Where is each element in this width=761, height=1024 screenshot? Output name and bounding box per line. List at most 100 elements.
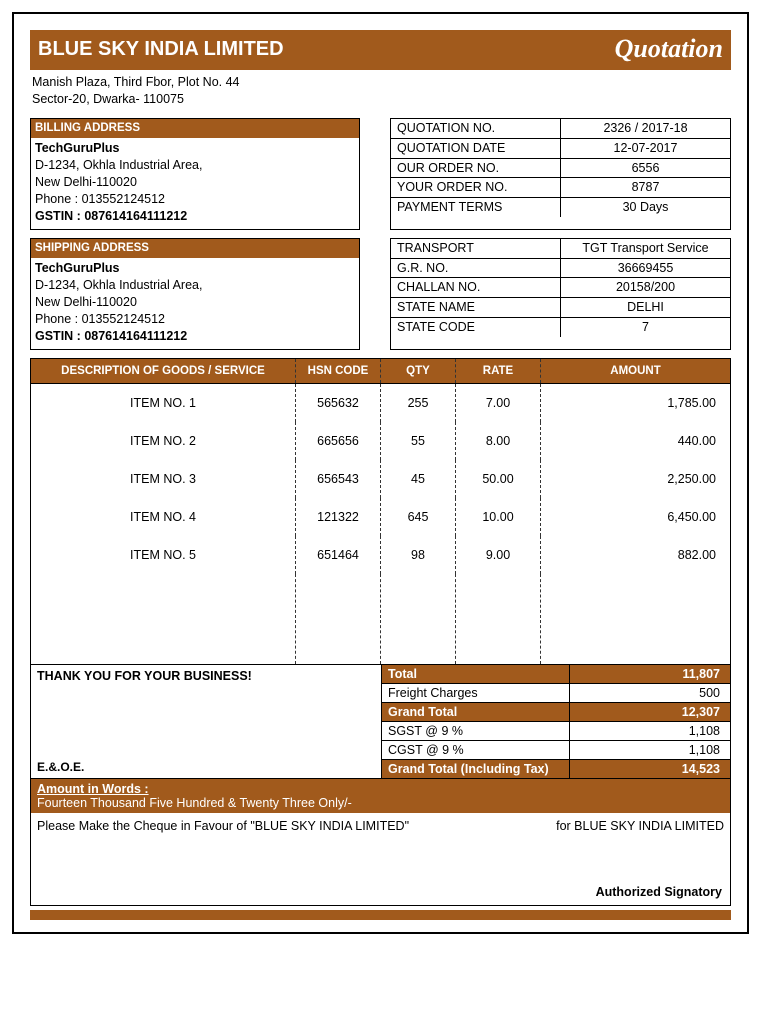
total-value: 12,307 [570,703,730,721]
col-qty-header: QTY [381,359,456,383]
items-filler [31,574,730,664]
total-label: SGST @ 9 % [382,722,570,740]
meta-row: QUOTATION DATE12-07-2017 [391,138,730,158]
meta-value: 30 Days [561,198,731,217]
document-frame: BLUE SKY INDIA LIMITED Quotation Manish … [12,12,749,934]
item-row: ITEM NO. 2665656558.00440.00 [31,422,730,460]
shipping-gstin: GSTIN : 087614164111212 [35,328,355,345]
meta-label: CHALLAN NO. [391,278,561,298]
words-value: Fourteen Thousand Five Hundred & Twenty … [37,796,352,810]
total-label: Freight Charges [382,684,570,702]
item-cell: 45 [381,460,456,498]
shipping-header: SHIPPING ADDRESS [31,239,359,259]
item-cell: 440.00 [541,422,730,460]
item-cell: 50.00 [456,460,541,498]
meta-label: G.R. NO. [391,258,561,278]
total-label: CGST @ 9 % [382,741,570,759]
meta-value: TGT Transport Service [561,239,731,258]
meta-row: YOUR ORDER NO.8787 [391,178,730,198]
total-label: Grand Total (Including Tax) [382,760,570,778]
total-row: CGST @ 9 %1,108 [382,741,730,760]
meta-value: 12-07-2017 [561,138,731,158]
total-label: Total [382,665,570,683]
item-cell: 665656 [296,422,381,460]
total-value: 11,807 [570,665,730,683]
cheque-row: Please Make the Cheque in Favour of "BLU… [31,813,730,835]
total-row: Grand Total12,307 [382,703,730,722]
billing-phone: Phone : 013552124512 [35,191,355,208]
meta-row: CHALLAN NO.20158/200 [391,278,730,298]
words-box: Amount in Words : Fourteen Thousand Five… [30,779,731,906]
cheque-text: Please Make the Cheque in Favour of "BLU… [37,819,409,833]
col-desc-header: DESCRIPTION OF GOODS / SERVICE [31,359,296,383]
total-value: 1,108 [570,722,730,740]
item-row: ITEM NO. 15656322557.001,785.00 [31,384,730,422]
summary-row: THANK YOU FOR YOUR BUSINESS! E.&.O.E. To… [31,664,730,778]
col-rate-header: RATE [456,359,541,383]
quotation-meta-table: QUOTATION NO.2326 / 2017-18QUOTATION DAT… [391,119,730,217]
meta-label: TRANSPORT [391,239,561,258]
col-amt-header: AMOUNT [541,359,730,383]
company-address: Manish Plaza, Third Fbor, Plot No. 44 Se… [32,74,731,108]
meta-label: PAYMENT TERMS [391,198,561,217]
item-cell: ITEM NO. 5 [31,536,296,574]
item-row: ITEM NO. 412132264510.006,450.00 [31,498,730,536]
address-line1: Manish Plaza, Third Fbor, Plot No. 44 [32,74,731,91]
meta-label: STATE CODE [391,318,561,337]
eoe-text: E.&.O.E. [37,760,375,774]
items-header-row: DESCRIPTION OF GOODS / SERVICE HSN CODE … [31,359,730,384]
item-cell: 645 [381,498,456,536]
billing-name: TechGuruPlus [35,140,355,157]
meta-label: STATE NAME [391,298,561,318]
item-cell: 1,785.00 [541,384,730,422]
item-cell: 9.00 [456,536,541,574]
meta-value: 20158/200 [561,278,731,298]
quotation-meta-box: QUOTATION NO.2326 / 2017-18QUOTATION DAT… [390,118,731,230]
item-cell: 55 [381,422,456,460]
item-cell: 10.00 [456,498,541,536]
words-header: Amount in Words : Fourteen Thousand Five… [31,779,730,813]
billing-line1: D-1234, Okhla Industrial Area, [35,157,355,174]
thanks-text: THANK YOU FOR YOUR BUSINESS! [37,669,375,683]
total-value: 500 [570,684,730,702]
signatory: Authorized Signatory [31,835,730,905]
meta-label: OUR ORDER NO. [391,158,561,178]
meta-value: 2326 / 2017-18 [561,119,731,138]
shipping-line1: D-1234, Okhla Industrial Area, [35,277,355,294]
item-cell: 656543 [296,460,381,498]
for-company: for BLUE SKY INDIA LIMITED [556,819,724,833]
document-title: Quotation [615,34,723,64]
meta-label: QUOTATION DATE [391,138,561,158]
meta-label: QUOTATION NO. [391,119,561,138]
meta-row: G.R. NO.36669455 [391,258,730,278]
meta-row: OUR ORDER NO.6556 [391,158,730,178]
meta-row: TRANSPORTTGT Transport Service [391,239,730,258]
item-cell: 6,450.00 [541,498,730,536]
item-cell: ITEM NO. 4 [31,498,296,536]
meta-value: 8787 [561,178,731,198]
billing-header: BILLING ADDRESS [31,119,359,139]
total-row: Freight Charges500 [382,684,730,703]
item-row: ITEM NO. 5651464989.00882.00 [31,536,730,574]
total-label: Grand Total [382,703,570,721]
meta-row: QUOTATION NO.2326 / 2017-18 [391,119,730,138]
items-table: DESCRIPTION OF GOODS / SERVICE HSN CODE … [30,358,731,779]
total-row: Grand Total (Including Tax)14,523 [382,760,730,778]
item-cell: ITEM NO. 1 [31,384,296,422]
shipping-phone: Phone : 013552124512 [35,311,355,328]
total-value: 14,523 [570,760,730,778]
header-bar: BLUE SKY INDIA LIMITED Quotation [30,30,731,70]
item-row: ITEM NO. 36565434550.002,250.00 [31,460,730,498]
meta-label: YOUR ORDER NO. [391,178,561,198]
item-cell: 8.00 [456,422,541,460]
address-line2: Sector-20, Dwarka- 110075 [32,91,731,108]
item-cell: 255 [381,384,456,422]
meta-value: 36669455 [561,258,731,278]
item-cell: 882.00 [541,536,730,574]
item-cell: ITEM NO. 3 [31,460,296,498]
billing-box: BILLING ADDRESS TechGuruPlus D-1234, Okh… [30,118,360,230]
col-hsn-header: HSN CODE [296,359,381,383]
shipping-box: SHIPPING ADDRESS TechGuruPlus D-1234, Ok… [30,238,360,350]
transport-meta-box: TRANSPORTTGT Transport ServiceG.R. NO.36… [390,238,731,350]
meta-row: STATE NAMEDELHI [391,298,730,318]
